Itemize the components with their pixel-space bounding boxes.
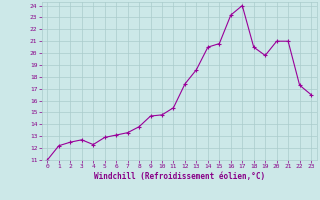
X-axis label: Windchill (Refroidissement éolien,°C): Windchill (Refroidissement éolien,°C) <box>94 172 265 181</box>
